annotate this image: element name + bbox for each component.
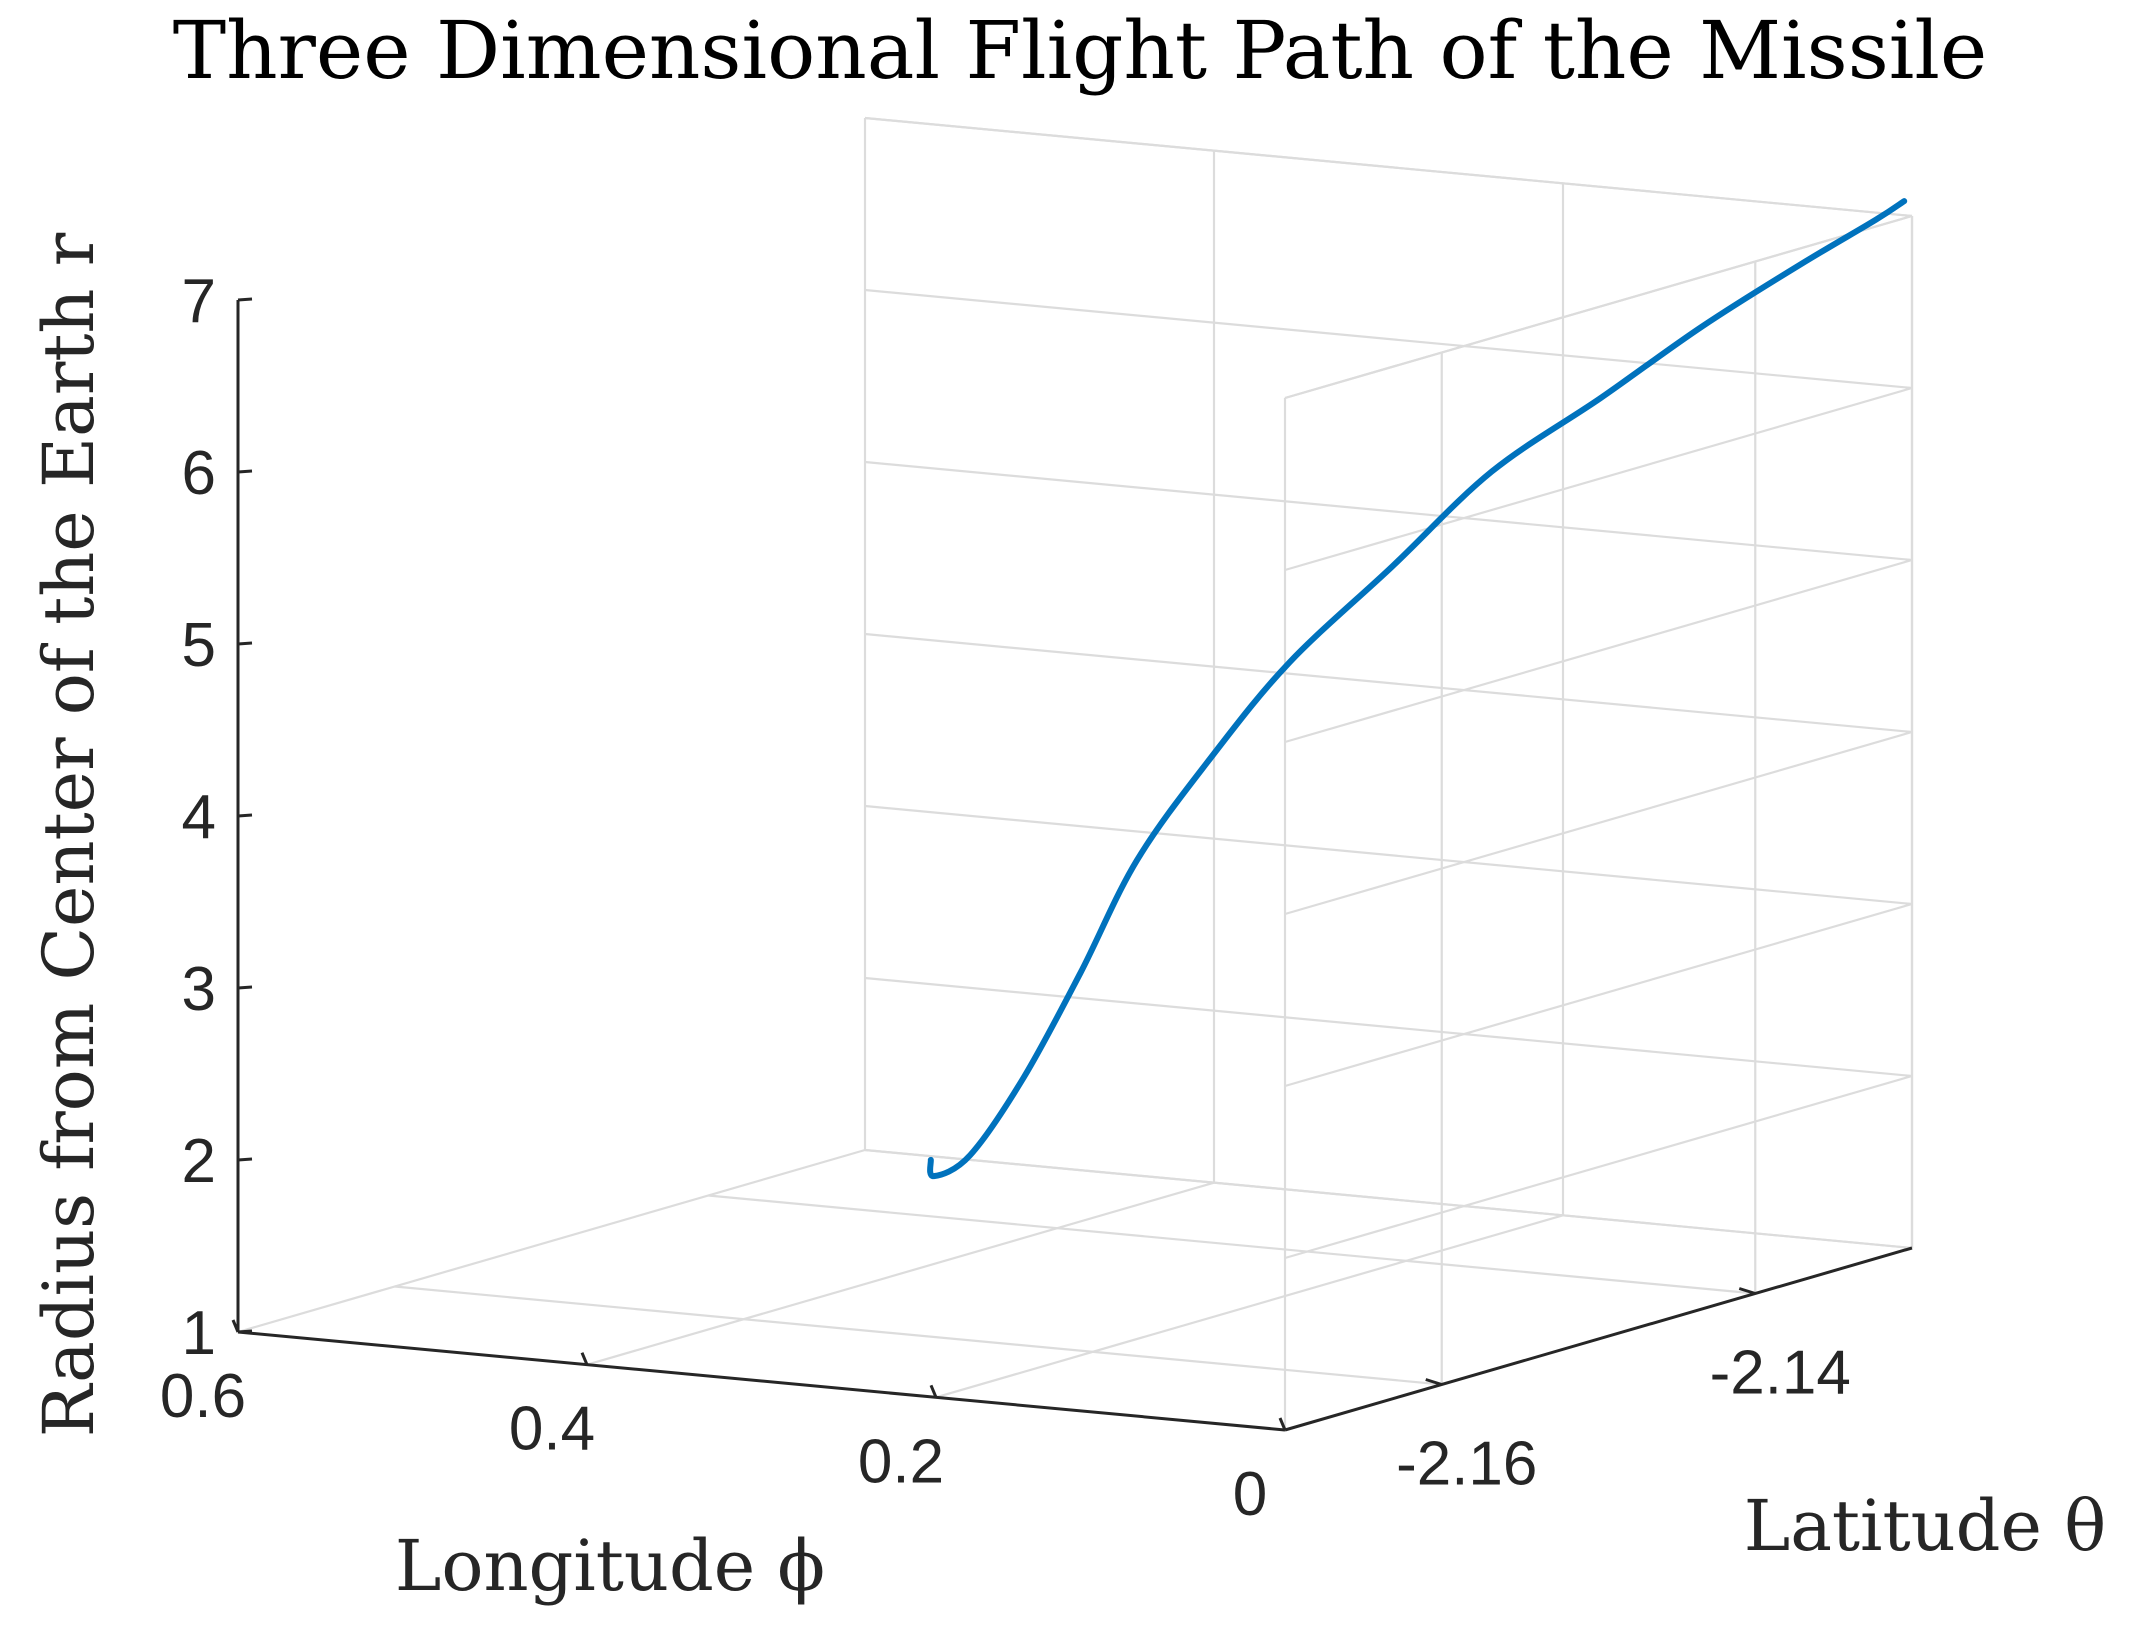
z-tick-label: 3: [182, 955, 216, 1024]
floor-grid-line-x: [935, 1214, 1564, 1399]
z-tick-label: 2: [182, 1127, 216, 1196]
z-tick-label: 5: [182, 611, 216, 680]
z-axis-tick: [237, 641, 253, 646]
flight-path-line: [927, 198, 1908, 1180]
x-axis-tick: [231, 1319, 240, 1333]
z-axis-tick: [237, 813, 253, 818]
back-wall-grid-line-z: [1284, 902, 1913, 1088]
y-axis-tick: [1738, 1287, 1756, 1295]
side-wall-grid-line-z: [864, 1148, 1913, 1250]
z-axis-tick: [237, 985, 253, 990]
grid-lines: [237, 116, 1914, 1432]
z-tick-label: 6: [182, 439, 216, 508]
chart-title: Three Dimensional Flight Path of the Mis…: [173, 4, 1988, 97]
x-axis-tick: [929, 1384, 938, 1398]
side-wall-grid-line-z: [864, 804, 1913, 906]
x-axis-title: Longitude ϕ: [395, 1525, 825, 1607]
side-wall-grid-line-z: [864, 976, 1913, 1078]
y-axis-title: Latitude θ: [1744, 1485, 2107, 1567]
back-wall-grid-line-z: [1284, 730, 1913, 916]
tick-labels: 1 2 3 4 5 6 7 0.6 0.4 0.2 0 -2.16 -2.14: [160, 267, 1851, 1529]
side-wall-grid-line-z: [864, 460, 1913, 562]
y-tick-label: -2.14: [1710, 1339, 1851, 1408]
z-tick-label: 1: [182, 1299, 216, 1368]
z-tick-label: 4: [182, 783, 216, 852]
z-tick-label: 7: [182, 267, 216, 336]
back-wall-top-edge: [1284, 214, 1913, 400]
z-axis-tick: [237, 297, 253, 302]
z-axis-title: Radius from Center of the Earth r: [28, 232, 110, 1437]
floor-grid-line-y: [708, 1194, 1756, 1295]
x-axis-tick: [580, 1352, 589, 1366]
z-axis-tick: [237, 1157, 253, 1162]
y-axis-line: [1284, 1246, 1913, 1432]
floor-grid-line-y: [394, 1285, 1442, 1386]
back-wall-grid-line-z: [1284, 386, 1913, 572]
z-axis-tick: [237, 1329, 253, 1334]
x-axis-line: [237, 1330, 1286, 1432]
side-wall-grid-line-z: [864, 288, 1913, 390]
floor-grid-line-x: [586, 1181, 1215, 1366]
x-tick-label: 0.2: [858, 1427, 944, 1496]
x-axis-tick: [1278, 1417, 1287, 1431]
x-tick-label: 0.6: [160, 1362, 246, 1431]
side-wall-top-edge: [864, 116, 1913, 218]
floor-grid-line-x: [237, 1148, 866, 1334]
back-wall-grid-line-z: [1284, 1074, 1913, 1260]
x-tick-label: 0.4: [509, 1395, 595, 1464]
series-lines: [927, 198, 1908, 1180]
x-tick-label: 0: [1233, 1460, 1267, 1529]
side-wall-grid-line-z: [864, 632, 1913, 734]
back-wall-grid-line-z: [1284, 558, 1913, 744]
z-axis-tick: [237, 469, 253, 474]
y-tick-label: -2.16: [1396, 1430, 1537, 1499]
y-axis-tick: [1425, 1378, 1443, 1386]
axes: [231, 297, 1913, 1432]
